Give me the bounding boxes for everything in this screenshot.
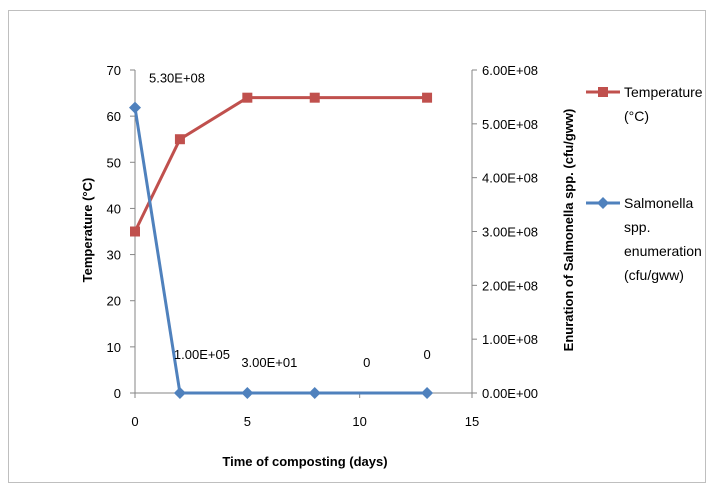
legend-diamond-marker [597, 197, 609, 209]
series-line-temperature [133, 96, 428, 233]
salmonella-point [129, 101, 141, 114]
legend-label: Temperature [624, 84, 703, 100]
salmonella-data-label: 0 [423, 347, 430, 362]
y-left-tick-label: 40 [107, 201, 121, 216]
x-tick-label: 15 [465, 414, 479, 429]
chart-area [8, 10, 706, 483]
salmonella-point [173, 386, 186, 399]
temperature-point [242, 92, 253, 103]
y-axis-left-title: Temperature (°C) [80, 178, 95, 283]
temperature-point [174, 134, 185, 145]
y-left-tick-label: 0 [114, 386, 121, 401]
salmonella-data-label: 5.30E+08 [149, 71, 205, 86]
y-right-tick-label: 6.00E+08 [482, 63, 538, 78]
salmonella-point [421, 387, 434, 399]
y-right-tick-label: 5.00E+08 [482, 117, 538, 132]
salmonella-point [308, 387, 321, 399]
x-axis-title: Time of composting (days) [222, 454, 387, 469]
legend-label: (cfu/gww) [624, 267, 684, 283]
y-left-tick-label: 30 [107, 248, 121, 263]
y-left-tick-label: 60 [107, 109, 121, 124]
x-tick-label: 5 [244, 414, 251, 429]
legend-label: Salmonella [624, 195, 693, 211]
salmonella-data-label: 1.00E+05 [174, 347, 230, 362]
salmonella-data-label: 3.00E+01 [241, 355, 297, 370]
y-left-tick-label: 20 [107, 294, 121, 309]
salmonella-point [241, 386, 254, 399]
y-right-tick-label: 3.00E+08 [482, 225, 538, 240]
temperature-point [309, 92, 320, 103]
y-axis-right-title: Enuration of Salmonella spp. (cfu/gww) [561, 109, 576, 352]
legend-label: spp. [624, 219, 650, 235]
y-right-tick-label: 1.00E+08 [482, 332, 538, 347]
temperature-point [130, 226, 140, 237]
y-right-tick-label: 2.00E+08 [482, 278, 538, 293]
y-left-tick-label: 10 [107, 340, 121, 355]
x-tick-label: 10 [352, 414, 366, 429]
y-left-tick-label: 70 [107, 63, 121, 78]
x-tick-label: 0 [131, 414, 138, 429]
y-left-tick-label: 50 [107, 155, 121, 170]
y-right-tick-label: 4.00E+08 [482, 171, 538, 186]
salmonella-data-label: 0 [363, 355, 370, 370]
legend-square-marker [598, 87, 608, 97]
temperature-point [422, 92, 433, 103]
y-right-tick-label: 0.00E+00 [482, 386, 538, 401]
legend-label: enumeration [624, 243, 702, 259]
legend-label: (°C) [624, 108, 649, 124]
